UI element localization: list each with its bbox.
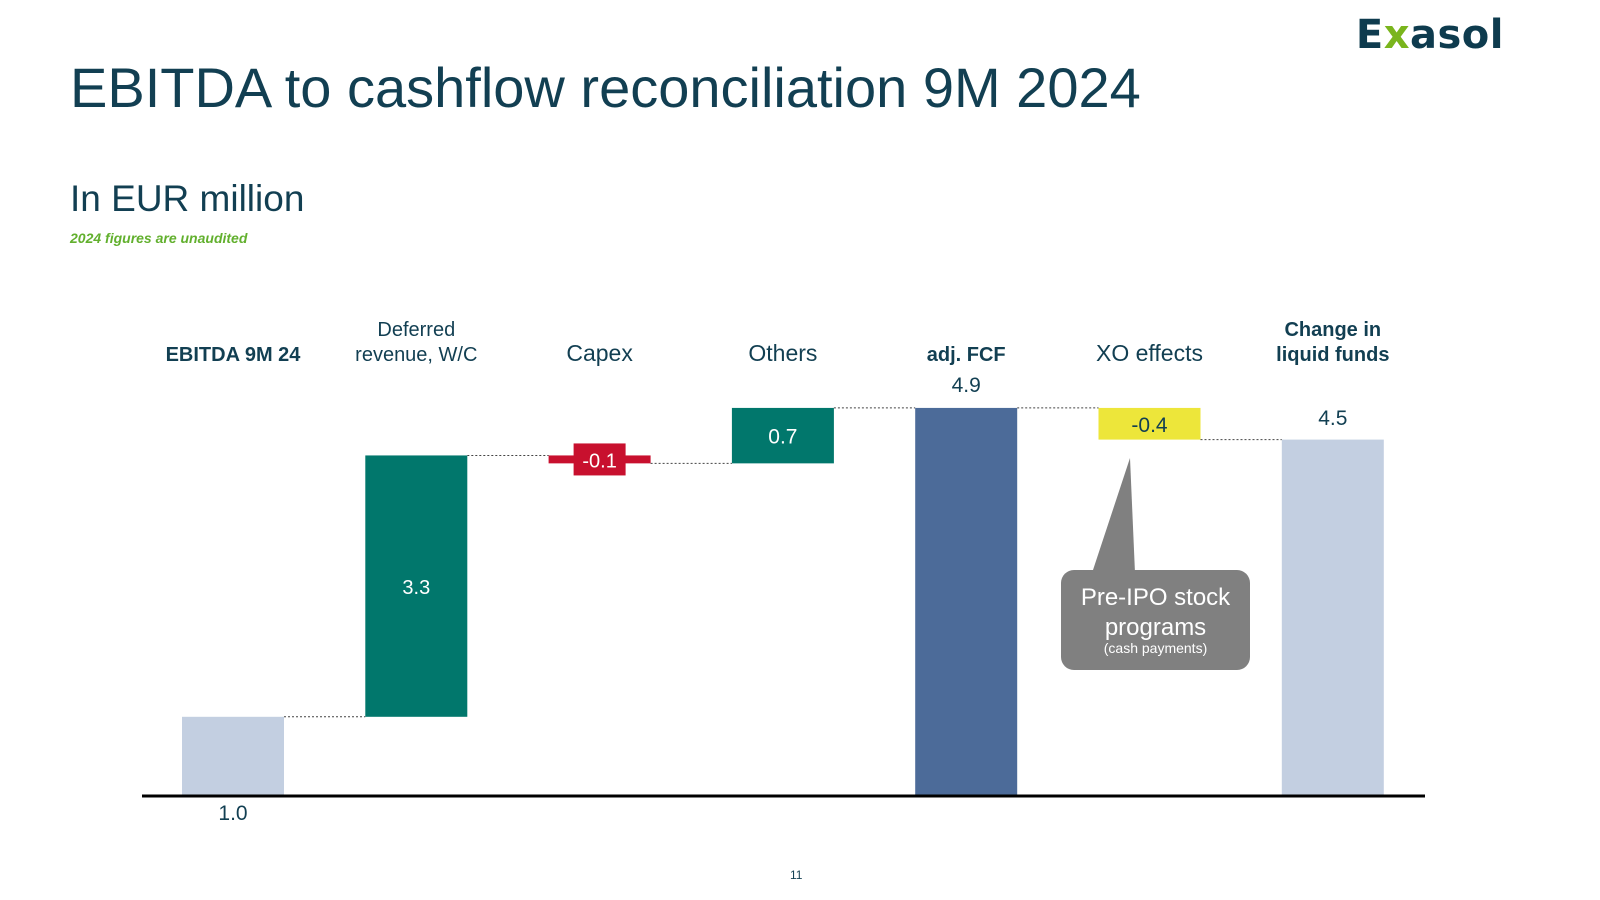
value-label: 1.0 (218, 802, 247, 825)
category-label: Others (748, 340, 817, 366)
value-label: -0.4 (1131, 414, 1168, 437)
category-label: EBITDA 9M 24 (166, 344, 302, 366)
capex-label-box (573, 443, 626, 476)
bar-xo-effects (1098, 407, 1201, 440)
bar-ebitda-9m-24 (182, 716, 284, 796)
callout-subtext: (cash payments) (1104, 640, 1207, 656)
value-label: -0.1 (582, 450, 616, 472)
bar-deferred-revenue-w-c (365, 455, 468, 717)
value-label: 4.9 (952, 374, 981, 397)
exasol-logo: Exasol (1355, 12, 1504, 58)
category-label: liquid funds (1276, 344, 1389, 366)
page-title: EBITDA to cashflow reconciliation 9M 202… (70, 56, 1141, 119)
page-subtitle: In EUR million (70, 178, 305, 219)
bar-adj-fcf (915, 407, 1018, 796)
value-label: 3.3 (402, 577, 430, 599)
bar-change-in-liquid-funds (1281, 439, 1384, 796)
category-label: revenue, W/C (355, 344, 477, 366)
page-number: 11 (790, 868, 803, 882)
value-label: 4.5 (1318, 407, 1347, 430)
category-label: XO effects (1096, 340, 1203, 366)
bar-others (731, 407, 834, 464)
unaudited-note: 2024 figures are unaudited (70, 230, 248, 246)
category-label: Change in (1284, 319, 1381, 341)
value-label: 0.7 (768, 426, 797, 449)
callout-box (1061, 570, 1250, 670)
category-label: adj. FCF (927, 344, 1006, 366)
callout-text: programs (1105, 614, 1206, 641)
callout-text: Pre-IPO stock (1081, 584, 1231, 611)
callout-pointer (1092, 458, 1135, 573)
category-label: Capex (566, 340, 633, 366)
category-label: Deferred (377, 319, 455, 341)
